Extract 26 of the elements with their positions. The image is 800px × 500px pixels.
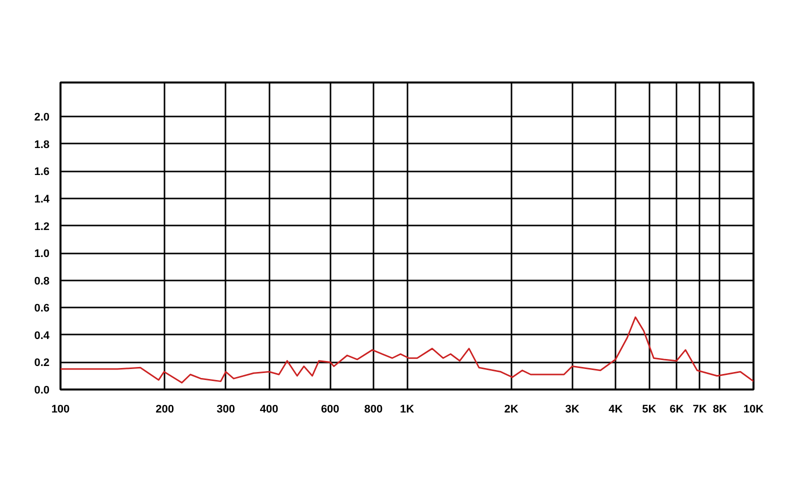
y-tick-label: 1.4 — [34, 193, 50, 206]
x-tick-label: 3K — [565, 404, 580, 416]
y-tick-label: 0.8 — [34, 275, 50, 288]
x-tick-label: 100 — [51, 404, 70, 416]
x-tick-label: 400 — [260, 404, 278, 416]
y-tick-label: 0.2 — [34, 357, 50, 370]
x-tick-label: 5K — [642, 404, 656, 416]
x-tick-label: 2K — [504, 404, 518, 416]
y-tick-label: 0.4 — [34, 330, 50, 342]
y-tick-label: 1.8 — [34, 138, 50, 151]
y-tick-label: 1.0 — [34, 248, 50, 260]
x-tick-label: 200 — [156, 404, 174, 416]
x-tick-label: 6K — [670, 404, 684, 416]
y-tick-label: 0.0 — [34, 384, 50, 396]
x-tick-label: 8K — [712, 404, 728, 416]
y-tick-label: 1.6 — [34, 166, 50, 178]
y-tick-label: 1.2 — [34, 220, 50, 233]
y-tick-label: 2.0 — [34, 112, 50, 124]
x-tick-label: 800 — [364, 404, 383, 416]
x-tick-label: 300 — [216, 404, 236, 416]
x-tick-label: 10K — [743, 404, 764, 416]
y-tick-label: 0.6 — [34, 302, 50, 315]
x-tick-label: 7K — [692, 404, 707, 416]
x-tick-label: 600 — [320, 404, 340, 416]
x-tick-label: 1K — [400, 404, 414, 416]
x-tick-label: 4K — [608, 404, 623, 416]
